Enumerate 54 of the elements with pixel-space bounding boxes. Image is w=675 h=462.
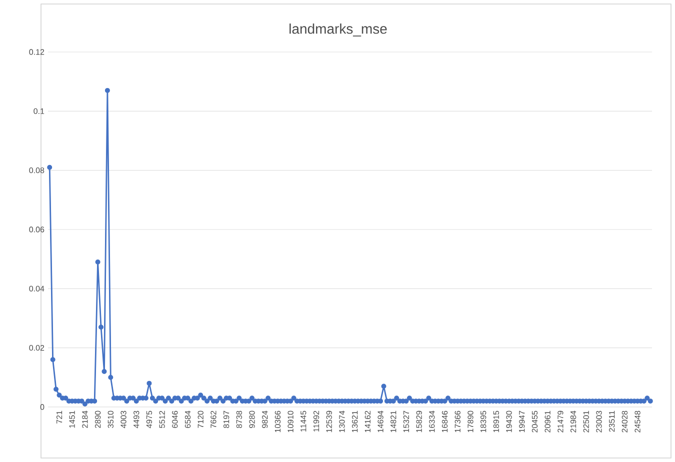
- x-tick-label: 5512: [159, 410, 165, 428]
- x-tick-label: 2890: [94, 410, 101, 428]
- x-tick-label: 14162: [364, 410, 371, 432]
- x-tick-label: 11445: [300, 410, 306, 432]
- x-tick-label: 20961: [544, 410, 550, 432]
- x-tick-label: 21479: [558, 410, 564, 432]
- x-tick-label: 24548: [634, 410, 640, 432]
- x-tick-label: 22501: [583, 410, 589, 432]
- y-tick-label: 0.06: [29, 226, 44, 232]
- y-tick-label: 0.12: [29, 49, 44, 55]
- x-tick-label: 1451: [69, 410, 75, 428]
- x-tick-label: 10366: [274, 410, 281, 432]
- x-tick-label: 8197: [223, 410, 230, 428]
- x-tick-label: 13621: [352, 410, 358, 432]
- x-tick-label: 6046: [172, 410, 178, 428]
- x-tick-label: 21984: [570, 410, 576, 432]
- x-tick-label: 24028: [622, 410, 628, 432]
- x-tick-label: 10910: [288, 410, 294, 432]
- x-tick-label: 16334: [429, 410, 435, 432]
- x-tick-label: 18395: [480, 410, 486, 432]
- x-tick-label: 16846: [442, 410, 448, 432]
- x-tick-label: 8738: [236, 410, 242, 428]
- x-tick-label: 4975: [146, 410, 152, 428]
- x-tick-label: 15829: [416, 410, 422, 432]
- x-tick-label: 7120: [198, 410, 204, 428]
- x-tick-label: 4493: [134, 410, 140, 428]
- x-tick-label: 6584: [184, 410, 191, 428]
- x-tick-label: 4003: [120, 410, 126, 428]
- y-tick-label: 0.08: [29, 167, 44, 174]
- x-tick-label: 19430: [506, 410, 512, 432]
- chart-title: landmarks_mse: [290, 24, 387, 36]
- x-tick-label: 11992: [313, 410, 320, 432]
- y-tick-label: 0.02: [29, 344, 44, 351]
- x-tick-label: 23511: [609, 410, 615, 432]
- x-tick-label: 12539: [326, 410, 332, 432]
- x-tick-label: 15327: [403, 410, 410, 432]
- x-tick-label: 721: [56, 410, 62, 424]
- x-tick-label: 17366: [454, 410, 460, 432]
- x-tick-label: 3510: [108, 410, 114, 428]
- x-tick-label: 20455: [532, 410, 538, 432]
- x-tick-label: 18915: [493, 410, 500, 432]
- x-tick-label: 2184: [82, 410, 88, 428]
- y-tick-label: 0.04: [29, 286, 44, 292]
- y-tick-label: 0.1: [34, 108, 44, 114]
- x-tick-label: 9824: [262, 410, 268, 428]
- x-tick-label: 19947: [519, 410, 525, 432]
- x-tick-label: 14821: [390, 410, 396, 432]
- y-tick-label: 0: [40, 404, 44, 410]
- x-tick-label: 17890: [468, 410, 474, 432]
- x-tick-label: 14694: [378, 410, 384, 432]
- x-tick-label: 23003: [596, 410, 602, 432]
- x-tick-label: 7662: [210, 410, 216, 428]
- x-tick-label: 9280: [249, 410, 255, 428]
- x-tick-label: 13074: [339, 410, 345, 432]
